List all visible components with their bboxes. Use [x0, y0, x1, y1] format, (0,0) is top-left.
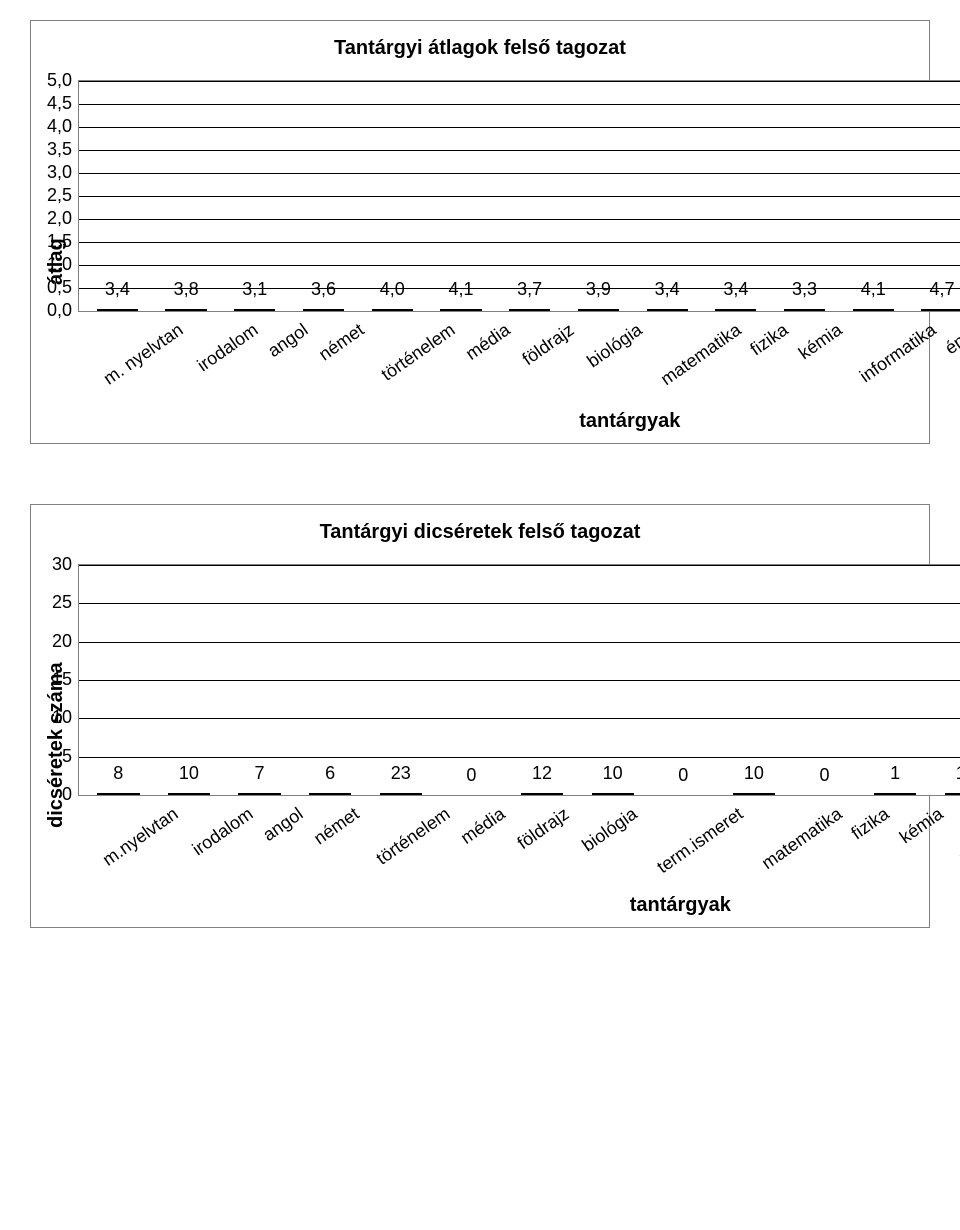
bar-slot: 3,4: [633, 309, 702, 311]
bar: [578, 309, 619, 311]
bar-slot: 10: [154, 793, 225, 795]
bar-slot: 3,8: [152, 309, 221, 311]
xtick-label: m.nyelvtan: [82, 800, 175, 821]
bar: [784, 309, 825, 311]
xtick-label: történelem: [361, 316, 452, 337]
bar: [647, 309, 688, 311]
bar: [165, 309, 206, 311]
chart-1-body: átlag 5,04,54,03,53,02,52,01,51,00,50,0 …: [41, 80, 919, 443]
bar-slot: 4,7: [908, 309, 960, 311]
bar: [945, 793, 960, 795]
bar: [509, 309, 550, 311]
chart-2-plot-area: 810762301210010011026141426: [78, 564, 960, 796]
bar: [97, 793, 139, 795]
bar-slot: 6: [295, 793, 366, 795]
bar: [715, 309, 756, 311]
bar-slot: 3,9: [564, 309, 633, 311]
chart-1-plot-row: 5,04,54,03,53,02,52,01,51,00,50,0 3,43,8…: [72, 80, 960, 312]
xtick-label: matematika: [740, 800, 839, 821]
chart-1-xaxis-label: tantárgyak: [72, 410, 960, 433]
bar: [238, 793, 280, 795]
bar-slot: 3,1: [220, 309, 289, 311]
chart-2-plot-col: 302520151050 810762301210010011026141426…: [72, 564, 960, 927]
bar: [874, 793, 916, 795]
xtick-label: m. nyelvtan: [82, 316, 180, 337]
xtick-label: irodalom: [175, 800, 250, 821]
bar: [234, 309, 275, 311]
bar-slot: 10: [719, 793, 790, 795]
chart-2-plot-row: 302520151050 810762301210010011026141426: [72, 564, 960, 796]
chart-2-xticks: m.nyelvtanirodalomangolnémettörténelemmé…: [78, 800, 960, 890]
chart-2-container: Tantárgyi dicséretek felső tagozat dicsé…: [30, 504, 930, 928]
bar: [733, 793, 775, 795]
chart-2-xaxis-label: tantárgyak: [72, 894, 960, 917]
chart-2-body: dicséretek száma 302520151050 8107623012…: [41, 564, 919, 927]
bar: [521, 793, 563, 795]
bar-slot: 12: [507, 793, 578, 795]
xtick-label: történelem: [356, 800, 447, 821]
xtick-label: term.ismeret: [634, 800, 740, 821]
chart-1-xticks: m. nyelvtanirodalomangolnémettörténelemm…: [78, 316, 960, 406]
chart-2-bars: 810762301210010011026141426: [79, 565, 960, 795]
bar: [303, 309, 344, 311]
bar: [921, 309, 960, 311]
bar-slot: 23: [366, 793, 437, 795]
xtick-label: irodalom: [180, 316, 255, 337]
bar: [380, 793, 422, 795]
bar-slot: 4,0: [358, 309, 427, 311]
bar-slot: 8: [83, 793, 154, 795]
bar-slot: 3,7: [495, 309, 564, 311]
bar-slot: 3,3: [770, 309, 839, 311]
bar: [853, 309, 894, 311]
bar-slot: 3,4: [83, 309, 152, 311]
chart-1-container: Tantárgyi átlagok felső tagozat átlag 5,…: [30, 20, 930, 444]
bar: [309, 793, 351, 795]
bar-slot: 10: [931, 793, 960, 795]
bar: [372, 309, 413, 311]
chart-1-bars: 3,43,83,13,64,04,13,73,93,43,43,34,14,74…: [79, 81, 960, 311]
xtick-label: informatika: [839, 316, 933, 337]
bar-value-label: 4,7: [901, 279, 960, 307]
bar-slot: 1: [860, 793, 931, 795]
bar-slot: 3,6: [289, 309, 358, 311]
bar-slot: 10: [577, 793, 648, 795]
bar: [440, 309, 481, 311]
bar-slot: 4,1: [839, 309, 908, 311]
bar-slot: 3,4: [701, 309, 770, 311]
bar-value-label: 10: [923, 763, 960, 792]
bar: [592, 793, 634, 795]
bar: [97, 309, 138, 311]
xtick-label: matematika: [639, 316, 738, 337]
bar-slot: 4,1: [427, 309, 496, 311]
chart-1-plot-col: 5,04,54,03,53,02,52,01,51,00,50,0 3,43,8…: [72, 80, 960, 443]
chart-2-title: Tantárgyi dicséretek felső tagozat: [41, 521, 919, 544]
chart-1-title: Tantárgyi átlagok felső tagozat: [41, 37, 919, 60]
bar-slot: 7: [224, 793, 295, 795]
chart-1-plot-area: 3,43,83,13,64,04,13,73,93,43,43,34,14,74…: [78, 80, 960, 312]
bar: [168, 793, 210, 795]
